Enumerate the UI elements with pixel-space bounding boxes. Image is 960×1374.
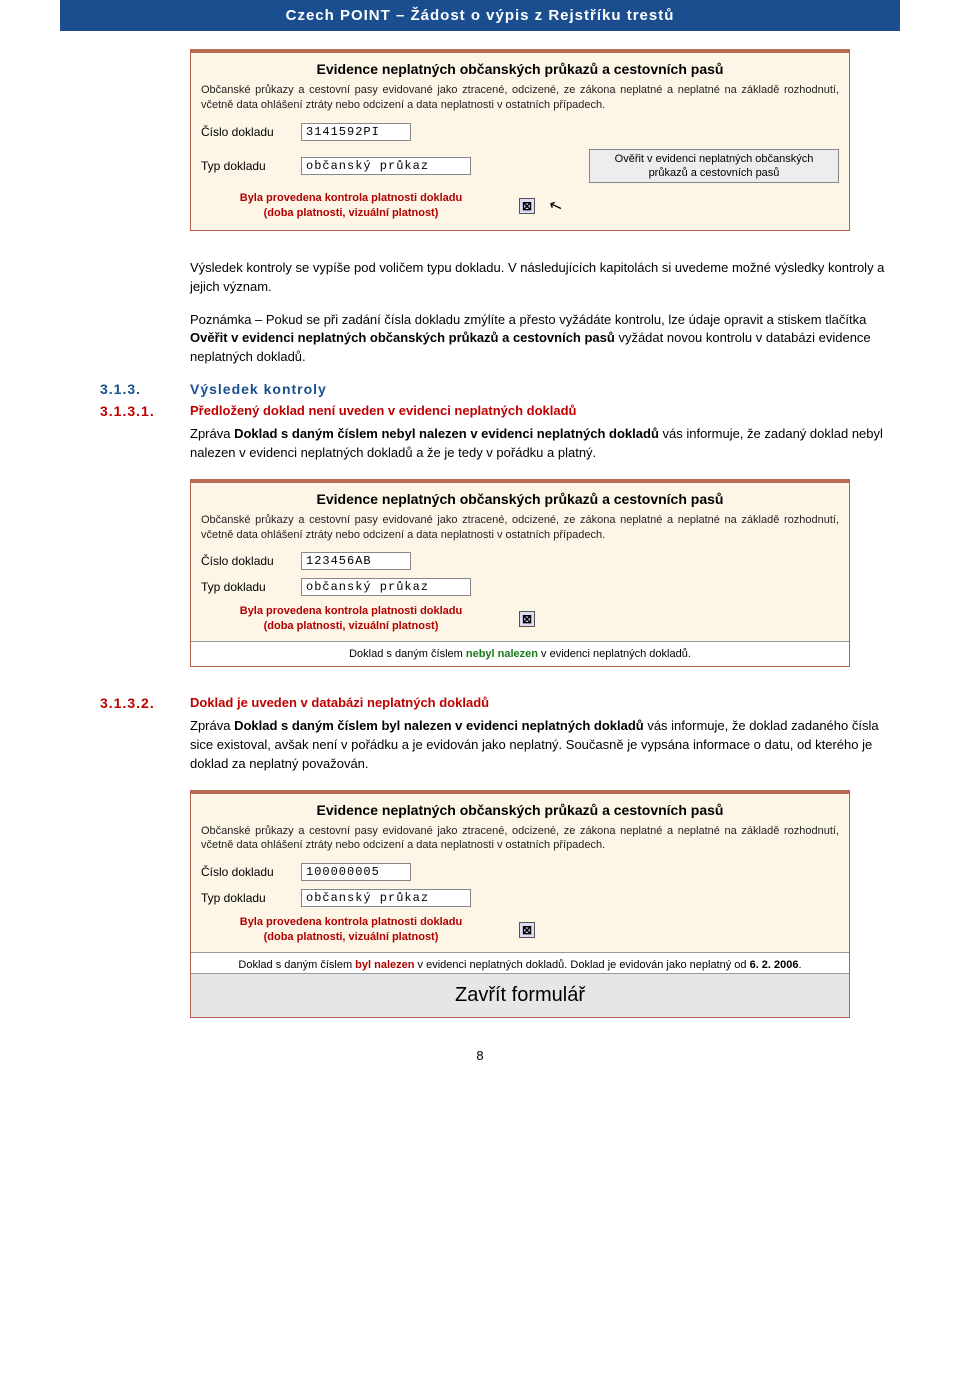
panel-title: Evidence neplatných občanských průkazů a… [201, 61, 839, 77]
cislo-dokladu-input[interactable]: 100000005 [301, 863, 411, 881]
kontrola-line2: (doba platnosti, vizuální platnost) [201, 930, 501, 944]
body-para-3: Zpráva Doklad s daným číslem byl nalezen… [190, 717, 890, 774]
kontrola-checkbox[interactable]: ⊠ [519, 922, 535, 938]
evidence-panel-2: Evidence neplatných občanských průkazů a… [190, 479, 850, 667]
kontrola-checkbox[interactable]: ⊠ [519, 611, 535, 627]
cislo-label: Číslo dokladu [201, 554, 301, 568]
kontrola-line2: (doba platnosti, vizuální platnost) [201, 206, 501, 220]
page-number: 8 [60, 1048, 900, 1063]
typ-label: Typ dokladu [201, 580, 301, 594]
typ-label: Typ dokladu [201, 891, 301, 905]
panel-desc: Občanské průkazy a cestovní pasy evidova… [201, 824, 839, 854]
panel-desc: Občanské průkazy a cestovní pasy evidova… [201, 83, 839, 113]
cislo-label: Číslo dokladu [201, 125, 301, 139]
heading-313: 3.1.3. Výsledek kontroly [60, 381, 900, 397]
kontrola-checkbox[interactable]: ⊠ [519, 198, 535, 214]
typ-dokladu-select[interactable]: občanský průkaz [301, 889, 471, 907]
heading-3132: 3.1.3.2. Doklad je uveden v databázi nep… [60, 695, 900, 711]
cursor-icon: ↖ [546, 194, 565, 217]
cislo-label: Číslo dokladu [201, 865, 301, 879]
panel-title: Evidence neplatných občanských průkazů a… [201, 491, 839, 507]
body-para-1b: Poznámka – Pokud se při zadání čísla dok… [190, 311, 890, 368]
typ-dokladu-select[interactable]: občanský průkaz [301, 157, 471, 175]
panel-title: Evidence neplatných občanských průkazů a… [201, 802, 839, 818]
verify-button[interactable]: Ověřit v evidenci neplatných občanských … [589, 149, 839, 184]
body-para-1a: Výsledek kontroly se vypíše pod voličem … [190, 259, 890, 297]
typ-label: Typ dokladu [201, 159, 301, 173]
panel-desc: Občanské průkazy a cestovní pasy evidova… [201, 513, 839, 543]
close-form-button[interactable]: Zavřít formulář [191, 973, 849, 1017]
body-para-2: Zpráva Doklad s daným číslem nebyl nalez… [190, 425, 890, 463]
evidence-panel-3: Evidence neplatných občanských průkazů a… [190, 790, 850, 1018]
kontrola-line1: Byla provedena kontrola platnosti doklad… [201, 191, 501, 205]
kontrola-line1: Byla provedena kontrola platnosti doklad… [201, 604, 501, 618]
kontrola-line1: Byla provedena kontrola platnosti doklad… [201, 915, 501, 929]
page-header: Czech POINT – Žádost o výpis z Rejstříku… [60, 0, 900, 31]
evidence-panel-1: Evidence neplatných občanských průkazů a… [190, 49, 850, 231]
cislo-dokladu-input[interactable]: 3141592PI [301, 123, 411, 141]
heading-3131: 3.1.3.1. Předložený doklad není uveden v… [60, 403, 900, 419]
kontrola-line2: (doba platnosti, vizuální platnost) [201, 619, 501, 633]
status-message-notfound: Doklad s daným číslem nebyl nalezen v ev… [191, 641, 849, 666]
cislo-dokladu-input[interactable]: 123456AB [301, 552, 411, 570]
typ-dokladu-select[interactable]: občanský průkaz [301, 578, 471, 596]
